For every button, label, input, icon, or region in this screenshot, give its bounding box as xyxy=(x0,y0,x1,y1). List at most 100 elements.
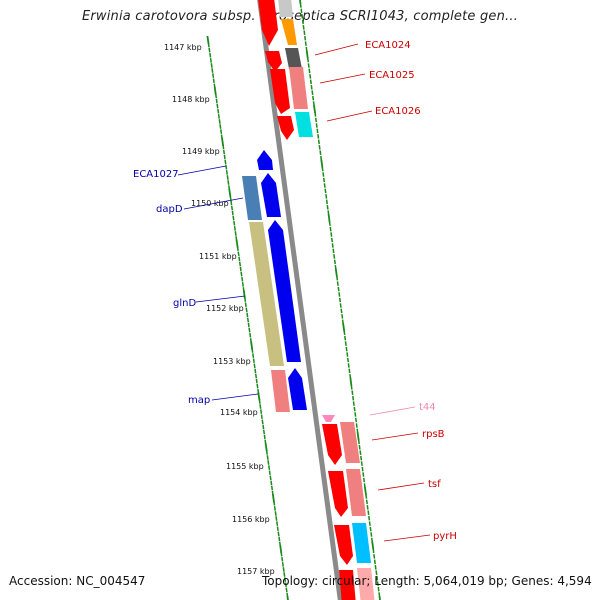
scale-ticks xyxy=(206,0,381,600)
gene-arrow[interactable] xyxy=(258,0,278,46)
scale-tick xyxy=(333,254,336,259)
scale-tick xyxy=(256,383,259,389)
scale-tick xyxy=(358,444,361,450)
scale-tick xyxy=(276,526,279,532)
gene-arrow[interactable] xyxy=(281,19,297,45)
scale-tick xyxy=(284,577,287,582)
gene-arrow[interactable] xyxy=(270,69,290,114)
scale-tick xyxy=(284,582,287,588)
scale-tick xyxy=(313,104,316,114)
scale-tick xyxy=(238,261,242,267)
scale-tick xyxy=(269,475,272,481)
tick-label-1148: 1148 kbp xyxy=(172,95,210,104)
scale-tick xyxy=(245,307,248,313)
scale-tick xyxy=(285,587,288,593)
tick-label-1157: 1157 kbp xyxy=(237,567,275,576)
scale-tick xyxy=(247,322,250,328)
scale-tick xyxy=(260,409,263,414)
gene-arrow[interactable] xyxy=(288,368,307,410)
gene-arrow[interactable] xyxy=(271,370,290,412)
gene-arrow[interactable] xyxy=(278,0,293,17)
gene-arrow[interactable] xyxy=(265,51,282,72)
scale-tick xyxy=(262,424,265,430)
gene-arrow[interactable] xyxy=(257,150,273,170)
scale-tick xyxy=(362,477,366,483)
scale-tick xyxy=(370,537,374,543)
scale-tick xyxy=(279,544,283,554)
gene-label-glnd[interactable]: glnD xyxy=(173,298,196,309)
scale-tick xyxy=(220,129,223,134)
gene-label-eca1025[interactable]: ECA1025 xyxy=(369,70,415,81)
scale-tick xyxy=(230,200,233,206)
gene-label-eca1026[interactable]: ECA1026 xyxy=(375,106,421,117)
label-connectors xyxy=(177,43,431,542)
gene-arrow[interactable] xyxy=(334,525,353,565)
gene-label-rpsb[interactable]: rpsB xyxy=(422,429,445,440)
scale-tick xyxy=(303,30,306,36)
gene-label-eca1024[interactable]: ECA1024 xyxy=(365,40,411,51)
scale-tick xyxy=(372,548,375,554)
scale-tick xyxy=(327,210,330,216)
scale-tick xyxy=(312,101,315,106)
scale-tick xyxy=(311,90,314,96)
gene-arrow[interactable] xyxy=(322,424,342,465)
scale-tick xyxy=(375,570,378,576)
gene-arrow[interactable] xyxy=(339,570,356,600)
scale-tick xyxy=(337,286,340,292)
gene-arrow[interactable] xyxy=(346,469,366,516)
scale-tick xyxy=(360,461,363,466)
gene-arrow[interactable] xyxy=(285,48,302,69)
scale-tick xyxy=(208,47,211,53)
scale-tick xyxy=(377,586,380,592)
scale-tick xyxy=(233,226,236,231)
scale-tick xyxy=(344,335,347,341)
scale-tick xyxy=(329,226,332,232)
gene-arrow[interactable] xyxy=(295,112,313,137)
gene-arrow[interactable] xyxy=(352,523,371,563)
scale-tick xyxy=(270,485,274,491)
scale-tick xyxy=(326,204,329,210)
gene-label-eca1027[interactable]: ECA1027 xyxy=(133,169,179,180)
scale-tick xyxy=(254,373,258,379)
scale-tick xyxy=(260,414,263,420)
scale-tick xyxy=(232,215,235,221)
gene-label-dapd[interactable]: dapD xyxy=(156,204,183,215)
scale-tick xyxy=(266,455,269,460)
gene-arrow[interactable] xyxy=(277,116,294,140)
gene-arrow[interactable] xyxy=(249,222,284,366)
gene-arrow[interactable] xyxy=(242,176,262,220)
scale-tick xyxy=(351,390,354,396)
gene-label-tsf[interactable]: tsf xyxy=(428,479,441,490)
gene-arrow[interactable] xyxy=(322,415,335,422)
scale-tick xyxy=(365,494,368,499)
scale-tick xyxy=(210,63,213,68)
scale-tick xyxy=(300,8,303,14)
scale-tick xyxy=(370,532,373,537)
scale-tick xyxy=(281,562,284,567)
scale-tick xyxy=(308,68,311,74)
scale-tick xyxy=(228,188,232,197)
map-title: Erwinia carotovora subsp. atroseptica SC… xyxy=(81,9,519,24)
gene-arrow[interactable] xyxy=(340,422,360,463)
scale-tick xyxy=(206,35,210,45)
scale-tick xyxy=(361,466,364,472)
gene-label-t44[interactable]: t44 xyxy=(419,402,436,413)
gene-label-pyrh[interactable]: pyrH xyxy=(433,531,457,542)
gene-arrow[interactable] xyxy=(328,471,348,517)
gene-arrow[interactable] xyxy=(357,568,375,600)
scale-tick xyxy=(217,108,220,114)
scale-tick xyxy=(218,119,221,124)
gene-arrow[interactable] xyxy=(289,67,308,109)
gene-arrow[interactable] xyxy=(261,173,281,217)
scale-tick xyxy=(299,0,302,5)
gene-label-map[interactable]: map xyxy=(188,395,210,406)
length-value: 5,064,019 bp; xyxy=(423,574,508,588)
gene-arrow[interactable] xyxy=(268,220,301,362)
scale-tick xyxy=(252,358,255,364)
scale-tick xyxy=(376,581,379,586)
scale-tick xyxy=(222,149,226,155)
scale-tick xyxy=(325,194,328,199)
gene-labels: ECA1024 ECA1025 ECA1026 ECA1027 dapD gln… xyxy=(133,40,457,542)
scale-tick xyxy=(273,500,276,506)
